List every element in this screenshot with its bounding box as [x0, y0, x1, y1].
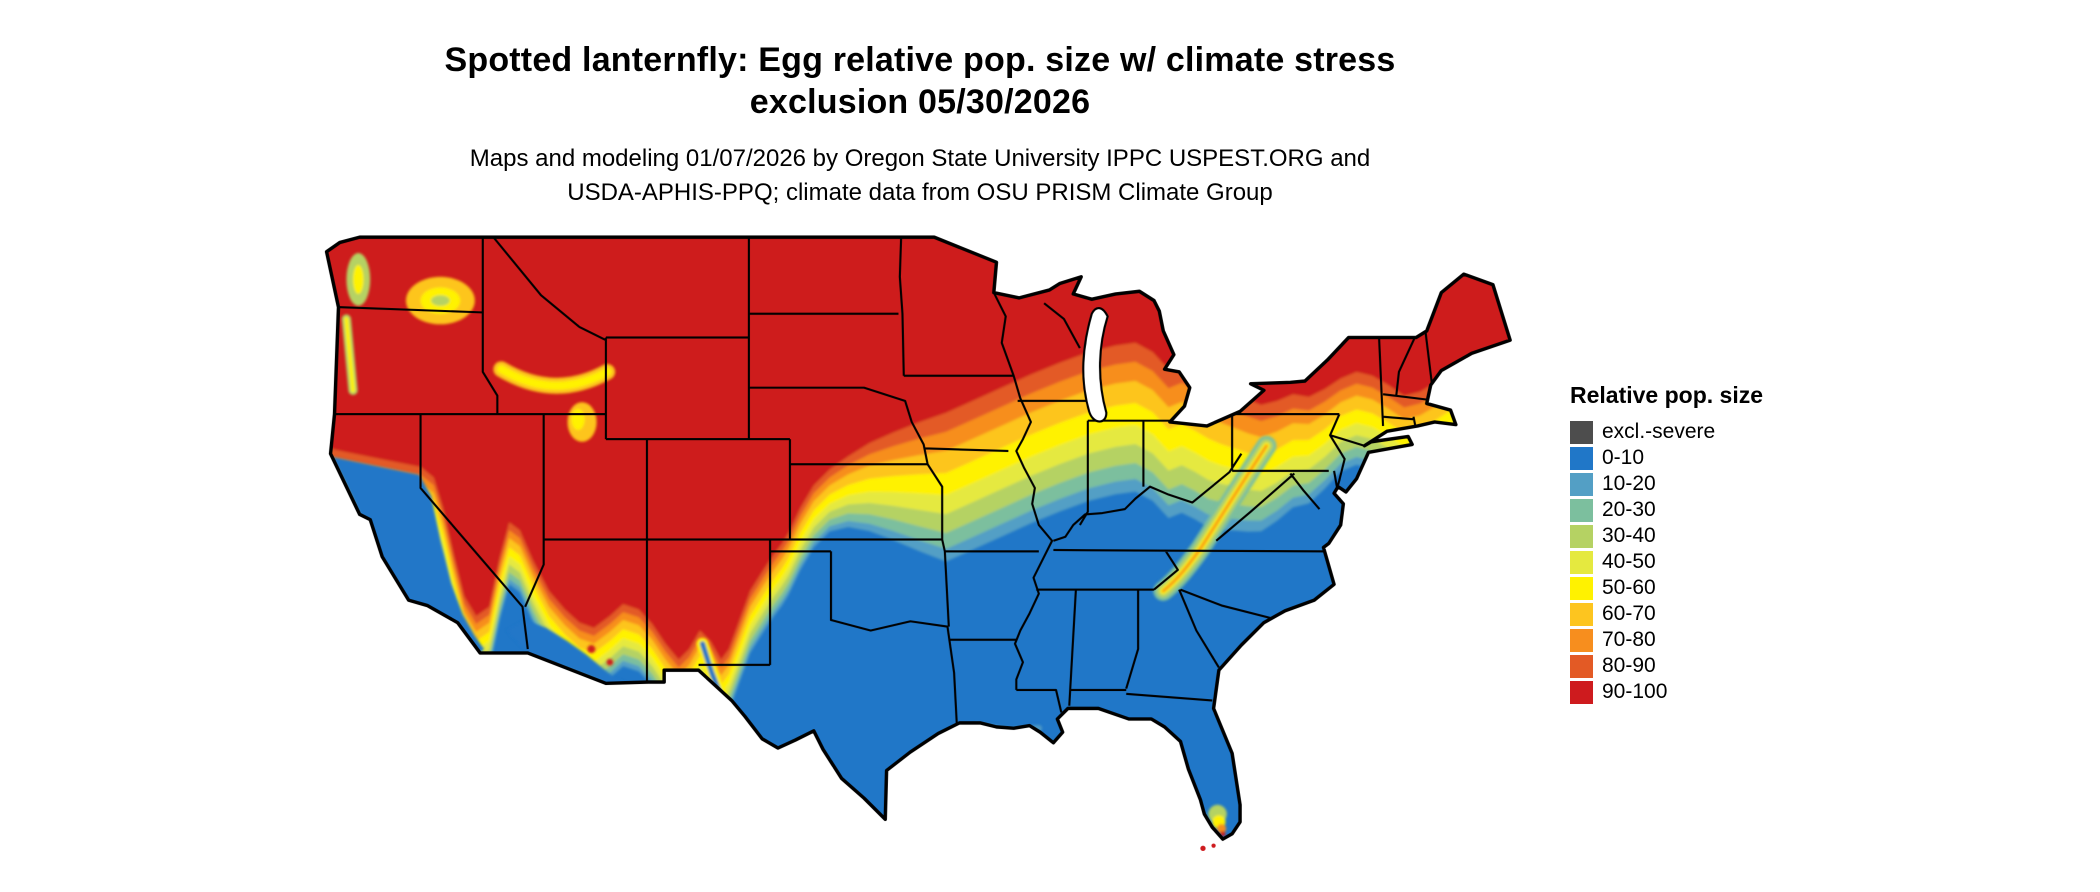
state-borders [331, 237, 1434, 724]
columbia-basin-core [431, 295, 450, 306]
us-map [324, 235, 1512, 851]
legend: Relative pop. size excl.-severe 0-10 10-20… [1570, 382, 1763, 705]
salt-lake-core [571, 408, 585, 430]
legend-item: excl.-severe [1570, 419, 1763, 445]
legend-label: excl.-severe [1602, 420, 1716, 443]
legend-swatch [1570, 550, 1593, 574]
legend-item: 30-40 [1570, 523, 1763, 549]
southwest-desert-patch [506, 620, 626, 684]
legend-label: 0-10 [1602, 446, 1645, 469]
legend-title: Relative pop. size [1570, 382, 1764, 408]
legend-item: 80-90 [1570, 653, 1763, 679]
legend-swatch [1570, 446, 1593, 470]
california-valley-patch [329, 456, 485, 657]
legend-swatch [1570, 680, 1593, 704]
puget-lowland-core [353, 264, 364, 294]
florida-keys-speck [1200, 845, 1206, 851]
legend-item: 10-20 [1570, 471, 1763, 497]
legend-item: 0-10 [1570, 445, 1763, 471]
legend-items: excl.-severe 0-10 10-20 20-30 30-40 40-50 50-6… [1570, 419, 1763, 705]
legend-label: 40-50 [1602, 550, 1656, 573]
south-florida-inner [1216, 823, 1227, 834]
legend-swatch [1570, 420, 1593, 444]
legend-swatch [1570, 472, 1593, 496]
legend-label: 50-60 [1602, 576, 1656, 599]
florida-keys-speck [1211, 843, 1216, 848]
legend-swatch [1570, 498, 1593, 522]
us-outline [324, 235, 1512, 841]
snake-plain-core [497, 365, 612, 390]
legend-item: 20-30 [1570, 497, 1763, 523]
legend-swatch [1570, 654, 1593, 678]
map-title-line1: Spotted lanternfly: Egg relative pop. si… [444, 40, 1396, 79]
legend-label: 20-30 [1602, 498, 1656, 521]
legend-item: 40-50 [1570, 549, 1763, 575]
map-title-line2: exclusion 05/30/2026 [749, 82, 1091, 121]
legend-swatch [1570, 576, 1593, 600]
map-subtitle-line1: Maps and modeling 01/07/2026 by Oregon S… [469, 145, 1371, 172]
willamette-valley-core [344, 317, 355, 393]
map-subtitle-line2: USDA-APHIS-PPQ; climate data from OSU PR… [567, 179, 1273, 206]
legend-swatch [1570, 602, 1593, 626]
legend-label: 30-40 [1602, 524, 1656, 547]
legend-swatch [1570, 524, 1593, 548]
legend-item: 60-70 [1570, 601, 1763, 627]
legend-label: 70-80 [1602, 628, 1656, 651]
legend-item: 90-100 [1570, 679, 1763, 705]
lake-michigan [1082, 307, 1109, 423]
map-subtitle: Maps and modeling 01/07/2026 by Oregon S… [70, 142, 1770, 210]
legend-swatch [1570, 628, 1593, 652]
arizona-mountain-speck [587, 645, 596, 653]
legend-label: 80-90 [1602, 654, 1656, 677]
legend-label: 60-70 [1602, 602, 1656, 625]
legend-label: 10-20 [1602, 472, 1656, 495]
legend-item: 50-60 [1570, 575, 1763, 601]
arizona-mountain-speck [606, 658, 614, 666]
map-title: Spotted lanternfly: Egg relative pop. si… [70, 39, 1770, 123]
legend-item: 70-80 [1570, 627, 1763, 653]
legend-label: 90-100 [1602, 680, 1668, 703]
